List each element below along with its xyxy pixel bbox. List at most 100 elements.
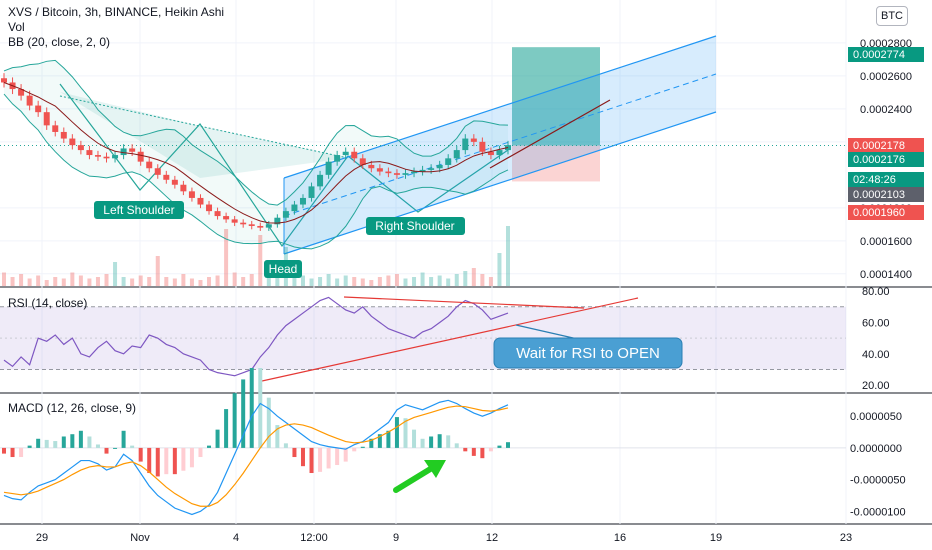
candle-body [206, 204, 213, 212]
macd-axis[interactable]: 0.0000050 0.0000000 -0.0000050 -0.0000100 [850, 411, 906, 518]
pattern-fill [60, 92, 348, 178]
volume-bar [352, 277, 357, 286]
macd-histogram-bar [352, 447, 357, 452]
volume-bar [147, 277, 152, 286]
price-drawings[interactable] [0, 35, 846, 255]
head-label[interactable]: Head [264, 260, 302, 278]
macd-tick-label: -0.0000050 [850, 475, 906, 487]
macd-histogram-bar [10, 447, 15, 458]
macd-histogram-bar [164, 447, 169, 475]
volume-bar [394, 274, 399, 286]
svg-text:Wait for RSI to OPEN: Wait for RSI to OPEN [516, 345, 660, 362]
macd-histogram-bar [403, 418, 408, 448]
bb-band-fill [4, 60, 508, 249]
macd-histogram-bar [130, 445, 135, 448]
candle-body [18, 89, 25, 96]
currency-button[interactable]: BTC [876, 6, 908, 26]
svg-text:Right Shoulder: Right Shoulder [375, 219, 454, 233]
volume-bar [335, 278, 340, 286]
macd-histogram-bar [377, 434, 382, 448]
candle-body [351, 151, 358, 159]
time-axis[interactable]: 29 Nov 4 12:00 9 12 16 19 23 [36, 532, 852, 544]
candle-body [411, 171, 418, 174]
bollinger-lines [3, 59, 509, 250]
rsi-axis[interactable]: 80.00 60.00 40.00 20.00 [862, 286, 890, 392]
volume-bar [10, 277, 15, 286]
bb-indicator-title[interactable]: BB (20, close, 2, 0) [8, 35, 110, 49]
volume-bar [437, 275, 442, 286]
macd-tick-label: 0.0000050 [850, 411, 902, 423]
volume-bar [377, 277, 382, 286]
macd-histogram-bar [249, 368, 254, 448]
macd-histogram-bar [292, 447, 297, 458]
macd-histogram-bar [87, 436, 92, 448]
candle-body [137, 151, 144, 162]
time-tick-label: Nov [130, 532, 150, 544]
volume-bar [44, 280, 49, 286]
macd-histogram-bar [394, 417, 399, 448]
macd-histogram-bar [27, 445, 32, 448]
candlesticks[interactable] [1, 73, 511, 231]
bb-lower-line [3, 93, 509, 250]
volume-bar [130, 278, 135, 286]
macd-histogram-bar [300, 447, 305, 467]
volume-bar [412, 277, 417, 286]
grid-lines [0, 0, 847, 524]
price-tick-label: 0.0002800 [860, 38, 912, 50]
trend-ray [489, 99, 611, 169]
candle-body [223, 216, 230, 220]
candle-body [188, 191, 195, 198]
price-tag [848, 205, 924, 220]
price-tag [848, 138, 924, 153]
volume-bar [78, 275, 83, 286]
neckline-dotted [59, 95, 349, 159]
macd-indicator-title[interactable]: MACD (12, 26, close, 9) [8, 401, 136, 415]
macd-histogram-bar [446, 435, 451, 448]
candle-body [496, 150, 503, 156]
volume-bar [275, 274, 280, 286]
candle-body [240, 222, 247, 225]
macd-histogram-bar [488, 447, 493, 452]
macd-histogram-bar [463, 447, 468, 452]
rsi-indicator-title[interactable]: RSI (14, close) [8, 296, 87, 310]
svg-text:Left Shoulder: Left Shoulder [103, 203, 174, 217]
volume-bar [300, 275, 305, 286]
candle-body [120, 148, 127, 156]
price-tags: 0.0002774 0.0002178 0.0002176 02:48:26 0.000… [848, 47, 924, 220]
candle-body [342, 151, 349, 156]
price-tag-label: 0.0002178 [853, 140, 905, 152]
volume-bar [403, 278, 408, 286]
macd-pane[interactable] [0, 368, 846, 516]
macd-histogram-bar [232, 393, 237, 448]
macd-histogram-bar [241, 379, 246, 448]
candle-body [470, 138, 477, 142]
right-shoulder-label[interactable]: Right Shoulder [366, 217, 465, 235]
volume-bar [155, 256, 160, 286]
rsi-tick-label: 40.00 [862, 349, 890, 361]
candle-body [248, 224, 255, 226]
volume-bar [309, 278, 314, 286]
candle-body [274, 217, 281, 225]
macd-histogram-bar [138, 447, 143, 462]
volume-bar [446, 278, 451, 286]
candle-body [86, 150, 93, 156]
rsi-tick-label: 20.00 [862, 380, 890, 392]
price-tag [848, 187, 924, 202]
volume-indicator-title[interactable]: Vol [8, 20, 25, 34]
rsi-callout[interactable]: Wait for RSI to OPEN [493, 337, 683, 369]
price-tag [848, 152, 924, 167]
candle-body [308, 186, 315, 198]
volume-bar [138, 275, 143, 286]
volume-bar [172, 278, 177, 286]
left-shoulder-label[interactable]: Left Shoulder [94, 201, 184, 219]
macd-histogram-bar [36, 438, 41, 448]
symbol-title[interactable]: XVS / Bitcoin, 3h, BINANCE, Heikin Ashi [8, 5, 224, 19]
candle-body [103, 156, 110, 159]
bollinger-fill [4, 60, 508, 249]
volume-bar [104, 274, 109, 286]
candle-body [257, 225, 264, 228]
macd-histogram-bar [275, 425, 280, 448]
macd-histogram-bar [335, 447, 340, 466]
rsi-pane[interactable] [0, 296, 846, 382]
